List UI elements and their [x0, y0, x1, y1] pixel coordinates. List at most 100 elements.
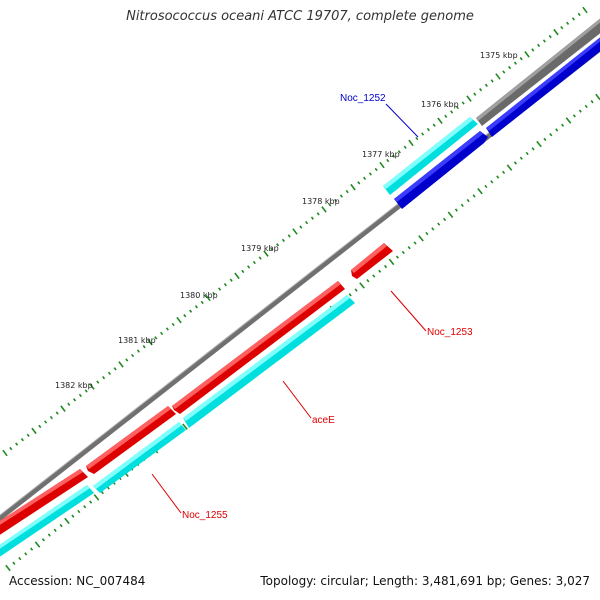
inner-tick-71 [425, 231, 429, 236]
outer-tick-80 [466, 95, 472, 102]
scale-label-5: 1380 kbp [180, 291, 218, 300]
outer-tick-98 [571, 17, 575, 21]
gene-red-left-2[interactable] [0, 469, 88, 538]
outer-tick-95 [553, 28, 559, 36]
outer-tick-8 [49, 415, 53, 420]
outer-tick-30 [176, 316, 182, 324]
gene-forward-blue-2[interactable] [394, 131, 488, 209]
gene-label-noc-1252[interactable]: Noc_1252 [340, 93, 386, 104]
acee-leader [282, 380, 312, 419]
inner-tick-94 [561, 123, 565, 127]
outer-tick-48 [281, 238, 285, 243]
gene-label-acee[interactable]: aceE [312, 415, 335, 426]
outer-tick-62 [363, 176, 367, 180]
outer-tick-64 [374, 167, 378, 172]
inner-tick-1 [12, 561, 16, 565]
outer-tick-2 [15, 442, 19, 446]
outer-tick-89 [519, 57, 523, 61]
outer-tick-85 [495, 73, 501, 80]
outer-tick-86 [502, 70, 506, 74]
outer-tick-54 [316, 212, 320, 216]
inner-tick-3 [24, 552, 28, 556]
inner-tick-84 [502, 170, 506, 174]
gene-cyan-right[interactable] [183, 295, 355, 428]
inner-tick-13 [83, 505, 87, 509]
outer-tick-26 [154, 336, 158, 340]
outer-tick-97 [566, 21, 570, 25]
gene-noc-1253[interactable] [351, 243, 393, 279]
inner-tick-62 [372, 274, 376, 278]
outer-tick-47 [276, 243, 280, 247]
outer-tick-6 [38, 424, 42, 429]
outer-tick-40 [234, 272, 240, 280]
outer-tick-35 [205, 294, 211, 302]
outer-tick-9 [55, 411, 59, 415]
inner-tick-93 [555, 128, 559, 132]
outer-tick-61 [357, 181, 361, 185]
outer-tick-75 [437, 117, 443, 124]
gene-label-noc-1253[interactable]: Noc_1253 [427, 327, 473, 338]
outer-tick-58 [339, 194, 343, 198]
inner-tick-64 [384, 264, 388, 269]
accession-text: Accession: NC_007484 [9, 574, 146, 588]
gene-cyan-left[interactable] [0, 485, 94, 560]
gene-forward-blue-1[interactable] [486, 28, 600, 137]
outer-tick-39 [229, 278, 233, 282]
gene-noc-1252[interactable] [383, 117, 478, 195]
gene-label-noc-1255[interactable]: Noc_1255 [182, 510, 228, 521]
inner-tick-12 [77, 509, 81, 514]
outer-tick-78 [455, 105, 459, 110]
scale-label-1: 1376 kbp [421, 100, 459, 109]
outer-tick-14 [84, 389, 88, 393]
inner-tick-83 [496, 175, 500, 179]
outer-tick-66 [386, 158, 390, 163]
inner-tick-86 [513, 161, 517, 165]
inner-tick-5 [34, 541, 41, 548]
scale-label-3: 1378 kbp [302, 197, 340, 206]
noc-1252-leader [385, 103, 419, 138]
outer-tick-90 [524, 51, 530, 58]
outer-tick-31 [183, 314, 187, 318]
outer-tick-76 [444, 114, 448, 118]
inner-tick-60 [359, 282, 365, 289]
noc-1255-leader [151, 473, 182, 514]
outer-tick-69 [403, 145, 407, 149]
outer-tick-4 [26, 433, 30, 437]
outer-tick-19 [113, 367, 117, 371]
outer-tick-1 [9, 446, 13, 451]
outer-tick-70 [408, 139, 414, 147]
gene-outer-grey[interactable] [476, 9, 600, 126]
inner-tick-82 [490, 180, 494, 184]
gene-acee[interactable] [172, 281, 345, 414]
inner-tick-4 [30, 547, 34, 551]
outer-tick-96 [560, 26, 564, 30]
outer-tick-55 [321, 206, 327, 213]
outer-tick-46 [270, 247, 274, 251]
outer-tick-21 [125, 358, 129, 362]
inner-tick-85 [506, 164, 513, 171]
outer-tick-43 [252, 260, 256, 265]
inner-tick-59 [354, 288, 358, 292]
outer-tick-36 [212, 291, 216, 296]
inner-tick-7 [47, 533, 51, 537]
outer-tick-5 [31, 427, 37, 435]
outer-tick-28 [165, 327, 169, 331]
outer-tick-track [2, 6, 588, 457]
inner-tick-11 [71, 514, 75, 518]
outer-tick-23 [136, 349, 140, 353]
inner-tick-90 [536, 140, 542, 148]
gene-noc-1255[interactable] [93, 422, 186, 493]
outer-tick-52 [305, 220, 309, 225]
inner-tick-65 [388, 258, 395, 266]
outer-tick-49 [287, 234, 291, 238]
outer-tick-41 [241, 269, 245, 274]
outer-tick-25 [147, 339, 153, 346]
outer-tick-27 [160, 331, 164, 336]
outer-tick-93 [542, 39, 546, 43]
inner-tick-76 [454, 208, 458, 212]
gene-red-left-1[interactable] [86, 406, 176, 474]
outer-tick-59 [345, 189, 349, 194]
outer-tick-24 [142, 345, 146, 349]
outer-tick-45 [263, 250, 269, 257]
